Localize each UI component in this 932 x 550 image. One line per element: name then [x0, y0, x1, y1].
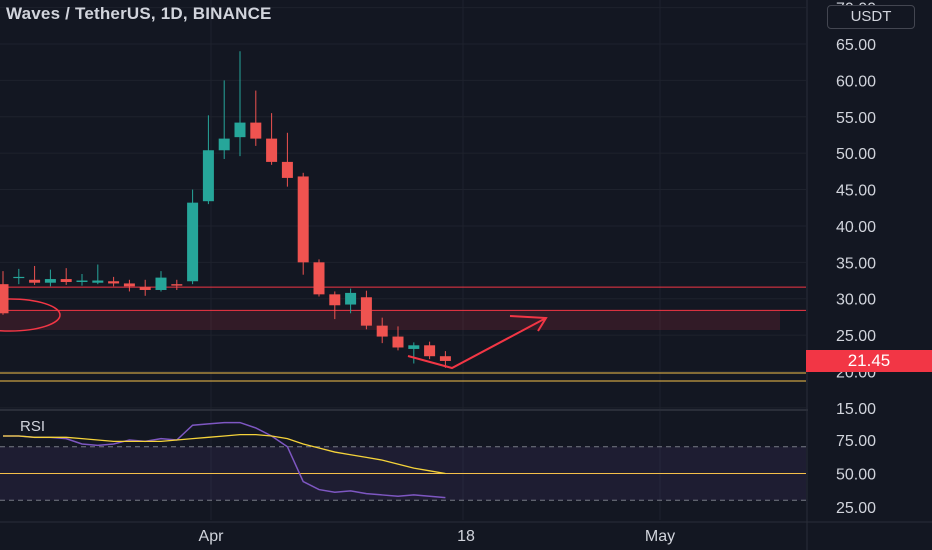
- candle: [60, 268, 72, 285]
- candle-body: [171, 284, 183, 286]
- candle-body: [123, 283, 135, 287]
- price-tick-label: 35.00: [836, 255, 876, 272]
- candle-body: [60, 279, 72, 282]
- candle-body: [392, 336, 404, 348]
- candle: [202, 115, 214, 205]
- rsi-tick-label: 75.00: [836, 433, 876, 450]
- candle: [29, 265, 41, 285]
- candle-body: [76, 280, 88, 282]
- candle: [187, 189, 199, 285]
- rsi-ma-line: [3, 433, 446, 475]
- price-tick-label: 60.00: [836, 73, 876, 90]
- candle: [250, 90, 262, 146]
- candle-body: [376, 325, 388, 337]
- candle: [376, 317, 388, 344]
- resistance-zone: [0, 310, 780, 331]
- candle: [123, 279, 135, 292]
- candle: [92, 264, 104, 285]
- candle: [360, 290, 372, 330]
- price-tick-label: 40.00: [836, 219, 876, 236]
- price-axis: [808, 0, 932, 520]
- price-tick-label: 15.00: [836, 401, 876, 418]
- price-tick-label: 25.00: [836, 328, 876, 345]
- price-tick-label: 50.00: [836, 146, 876, 163]
- candle: [76, 273, 88, 286]
- candle: [171, 279, 183, 290]
- candle: [345, 288, 357, 314]
- candle-body: [439, 356, 451, 361]
- price-tick-label: 55.00: [836, 110, 876, 127]
- candle: [281, 132, 293, 187]
- rsi-tick-label: 25.00: [836, 500, 876, 517]
- candle-body: [187, 202, 199, 282]
- price-tick-label: 65.00: [836, 37, 876, 54]
- price-tick-label: 45.00: [836, 183, 876, 200]
- rsi-tick-label: 50.00: [836, 467, 876, 484]
- candle-body: [360, 297, 372, 326]
- forecast-arrow: [407, 317, 547, 370]
- price-tick-label: 30.00: [836, 292, 876, 309]
- rsi-label: RSI: [20, 418, 46, 435]
- time-tick-label: May: [645, 528, 675, 545]
- candle-body: [92, 280, 104, 283]
- candle: [297, 172, 309, 275]
- candle-body: [313, 262, 325, 295]
- candle-body: [29, 279, 41, 283]
- time-tick-label: Apr: [199, 528, 225, 545]
- candle-body: [155, 277, 167, 290]
- candle: [329, 291, 341, 320]
- currency-button[interactable]: USDT: [827, 5, 915, 29]
- rsi-line: [3, 421, 446, 499]
- candle: [108, 276, 120, 287]
- time-tick-label: 18: [457, 528, 475, 545]
- candle: [44, 269, 56, 287]
- candle-body: [139, 287, 151, 290]
- candle-body: [424, 345, 436, 357]
- candle-body: [234, 122, 246, 138]
- ellipse-annotation: [0, 298, 61, 332]
- forecast-arrow-head: [509, 315, 548, 332]
- candle-body: [329, 294, 341, 306]
- candle-body: [44, 279, 56, 283]
- candle-body: [297, 176, 309, 263]
- candle-body: [218, 138, 230, 151]
- candle: [155, 271, 167, 292]
- candle: [439, 351, 451, 368]
- candle: [408, 342, 420, 364]
- candle-body: [202, 150, 214, 202]
- candle-body: [13, 276, 25, 279]
- candle: [313, 259, 325, 297]
- candle-body: [345, 292, 357, 305]
- candle: [13, 268, 25, 285]
- chart-title: Waves / TetherUS, 1D, BINANCE: [6, 4, 272, 23]
- candle: [218, 80, 230, 159]
- candle: [392, 326, 404, 351]
- last-price-badge: 21.45: [806, 350, 932, 372]
- candle: [0, 271, 9, 315]
- candle: [266, 113, 278, 165]
- candle: [234, 51, 246, 157]
- candle: [139, 279, 151, 296]
- candle-body: [281, 161, 293, 178]
- candle-body: [408, 345, 420, 349]
- candle-body: [108, 281, 120, 284]
- candle-body: [266, 138, 278, 162]
- candle: [424, 341, 436, 360]
- candle-body: [0, 284, 9, 314]
- candle-body: [250, 122, 262, 139]
